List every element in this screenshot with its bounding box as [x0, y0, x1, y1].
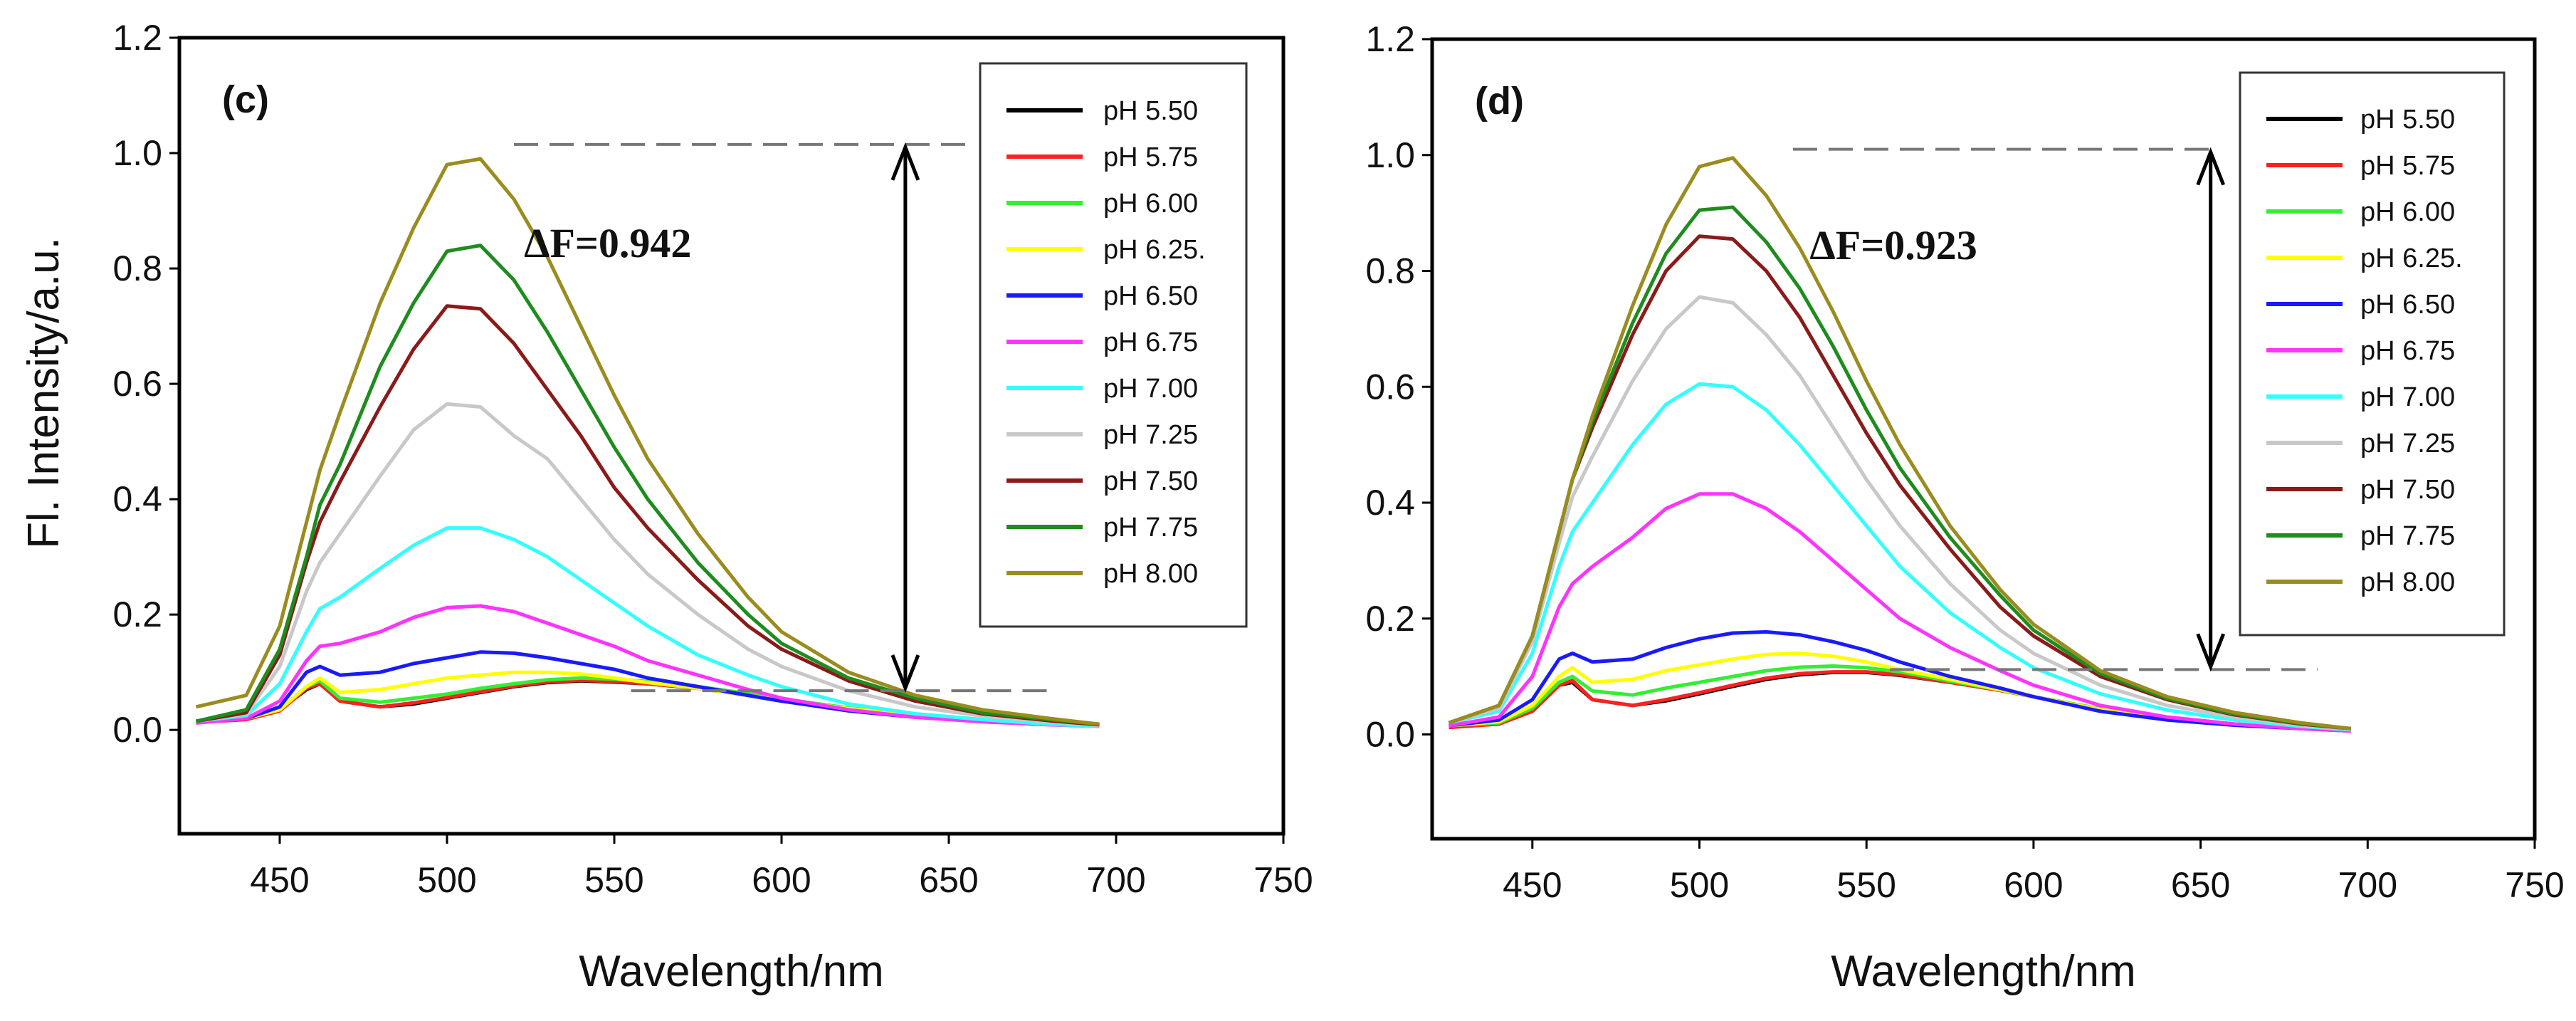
- legend-label: pH 7.75: [1103, 513, 1198, 543]
- series-line-700: [196, 526, 1100, 728]
- chart-panel-d: 0.0 0.2 0.4 0.6 0.8 1.0 1.2 450 500 550 600 650 700 7…: [1365, 19, 2564, 996]
- x-tick-label: 600: [752, 860, 811, 900]
- series-line-775: [195, 244, 1100, 726]
- legend-label: pH 5.75: [2360, 151, 2455, 181]
- x-tick-label: 550: [584, 860, 643, 900]
- y-tick-label: 0.6: [1365, 367, 1415, 407]
- x-tick-label: 700: [2338, 865, 2397, 905]
- y-tick-label: 0.0: [1365, 715, 1415, 755]
- series-group: [1448, 156, 2352, 733]
- legend-label: pH 7.25: [2360, 429, 2455, 459]
- legend-label: pH 6.00: [2360, 197, 2455, 227]
- plot-frame: [1430, 37, 2537, 841]
- legend-label: pH 6.25.: [1103, 235, 1206, 265]
- x-tick-label: 700: [1086, 860, 1145, 900]
- series-line-700: [1448, 382, 2351, 732]
- arrow-down-head-icon: [890, 654, 920, 693]
- chart-panel-c: 0.0 0.2 0.4 0.6 0.8 1.0 1.2 450 500 550 600 650 700 7…: [19, 18, 1313, 996]
- x-tick-label: 600: [2004, 865, 2063, 905]
- legend-label: pH 6.75: [1103, 328, 1198, 357]
- legend-label: pH 7.50: [1103, 466, 1198, 496]
- x-tick-label: 750: [2505, 865, 2564, 905]
- legend-label: pH 8.00: [1103, 559, 1198, 589]
- legend: pH 5.50 pH 5.75 pH 6.00 pH 6.25. pH 6.50 pH 6…: [979, 62, 1248, 628]
- legend-label: pH 7.50: [2360, 475, 2455, 505]
- legend: pH 5.50 pH 5.75 pH 6.00 pH 6.25. pH 6.50 pH 6…: [2239, 71, 2506, 637]
- delta-f-label: ΔF=0.942: [524, 220, 691, 266]
- legend-label: pH 6.50: [1103, 281, 1198, 311]
- legend-label: pH 6.75: [2360, 336, 2455, 366]
- legend-label: pH 5.50: [1103, 96, 1198, 126]
- legend-label: pH 5.50: [2360, 105, 2455, 135]
- series-line-750: [196, 304, 1100, 727]
- series-line-725: [1448, 295, 2352, 731]
- series-group: [195, 157, 1100, 728]
- series-line-800: [1448, 156, 2352, 731]
- legend-label: pH 7.25: [1103, 420, 1198, 450]
- x-tick-label: 500: [417, 860, 476, 900]
- panel-label: (d): [1475, 80, 1524, 122]
- y-tick-label: 1.0: [1365, 135, 1415, 175]
- y-tick-label: 0.2: [1365, 599, 1415, 639]
- y-tick-label: 0.2: [112, 595, 162, 634]
- legend-label: pH 7.00: [2360, 382, 2455, 412]
- y-tick-label: 1.2: [1365, 19, 1415, 59]
- legend-label: pH 8.00: [2360, 567, 2455, 597]
- panel-label: (c): [222, 78, 269, 121]
- y-tick-label: 1.2: [112, 18, 162, 58]
- series-line-650: [1449, 630, 2351, 733]
- y-axis-label: Fl. Intensity/a.u.: [19, 237, 68, 549]
- legend-label: pH 7.75: [2360, 521, 2455, 551]
- legend-label: pH 5.75: [1103, 142, 1198, 172]
- series-line-675: [196, 604, 1100, 728]
- y-tick-label: 0.8: [112, 248, 162, 288]
- x-tick-label: 650: [2171, 865, 2230, 905]
- arrow-up-head-icon: [890, 142, 920, 181]
- x-tick-label: 500: [1670, 865, 1729, 905]
- y-tick-label: 1.0: [112, 133, 162, 173]
- x-axis-label: Wavelength/nm: [579, 947, 883, 996]
- y-tick-label: 0.6: [112, 364, 162, 404]
- x-axis-label: Wavelength/nm: [1831, 947, 2135, 996]
- delta-f-label: ΔF=0.923: [1809, 222, 1977, 268]
- x-tick-label: 450: [250, 860, 309, 900]
- y-tick-label: 0.8: [1365, 251, 1415, 291]
- series-line-675: [1449, 492, 2351, 733]
- y-tick-label: 0.0: [112, 710, 162, 750]
- plot-frame: [177, 36, 1286, 836]
- legend-label: pH 6.50: [2360, 290, 2455, 320]
- series-line-800: [195, 157, 1100, 726]
- arrow-down-head-icon: [2196, 633, 2226, 672]
- x-tick-label: 550: [1836, 865, 1896, 905]
- x-tick-label: 750: [1253, 860, 1313, 900]
- x-tick-label: 450: [1503, 865, 1562, 905]
- legend-label: pH 6.25.: [2360, 244, 2463, 273]
- arrow-up-head-icon: [2196, 147, 2226, 186]
- legend-label: pH 7.00: [1103, 374, 1198, 404]
- legend-label: pH 6.00: [1103, 189, 1198, 219]
- y-tick-label: 0.4: [1365, 483, 1415, 523]
- x-tick-label: 650: [919, 860, 978, 900]
- series-line-725: [196, 402, 1100, 728]
- y-tick-label: 0.4: [112, 479, 162, 519]
